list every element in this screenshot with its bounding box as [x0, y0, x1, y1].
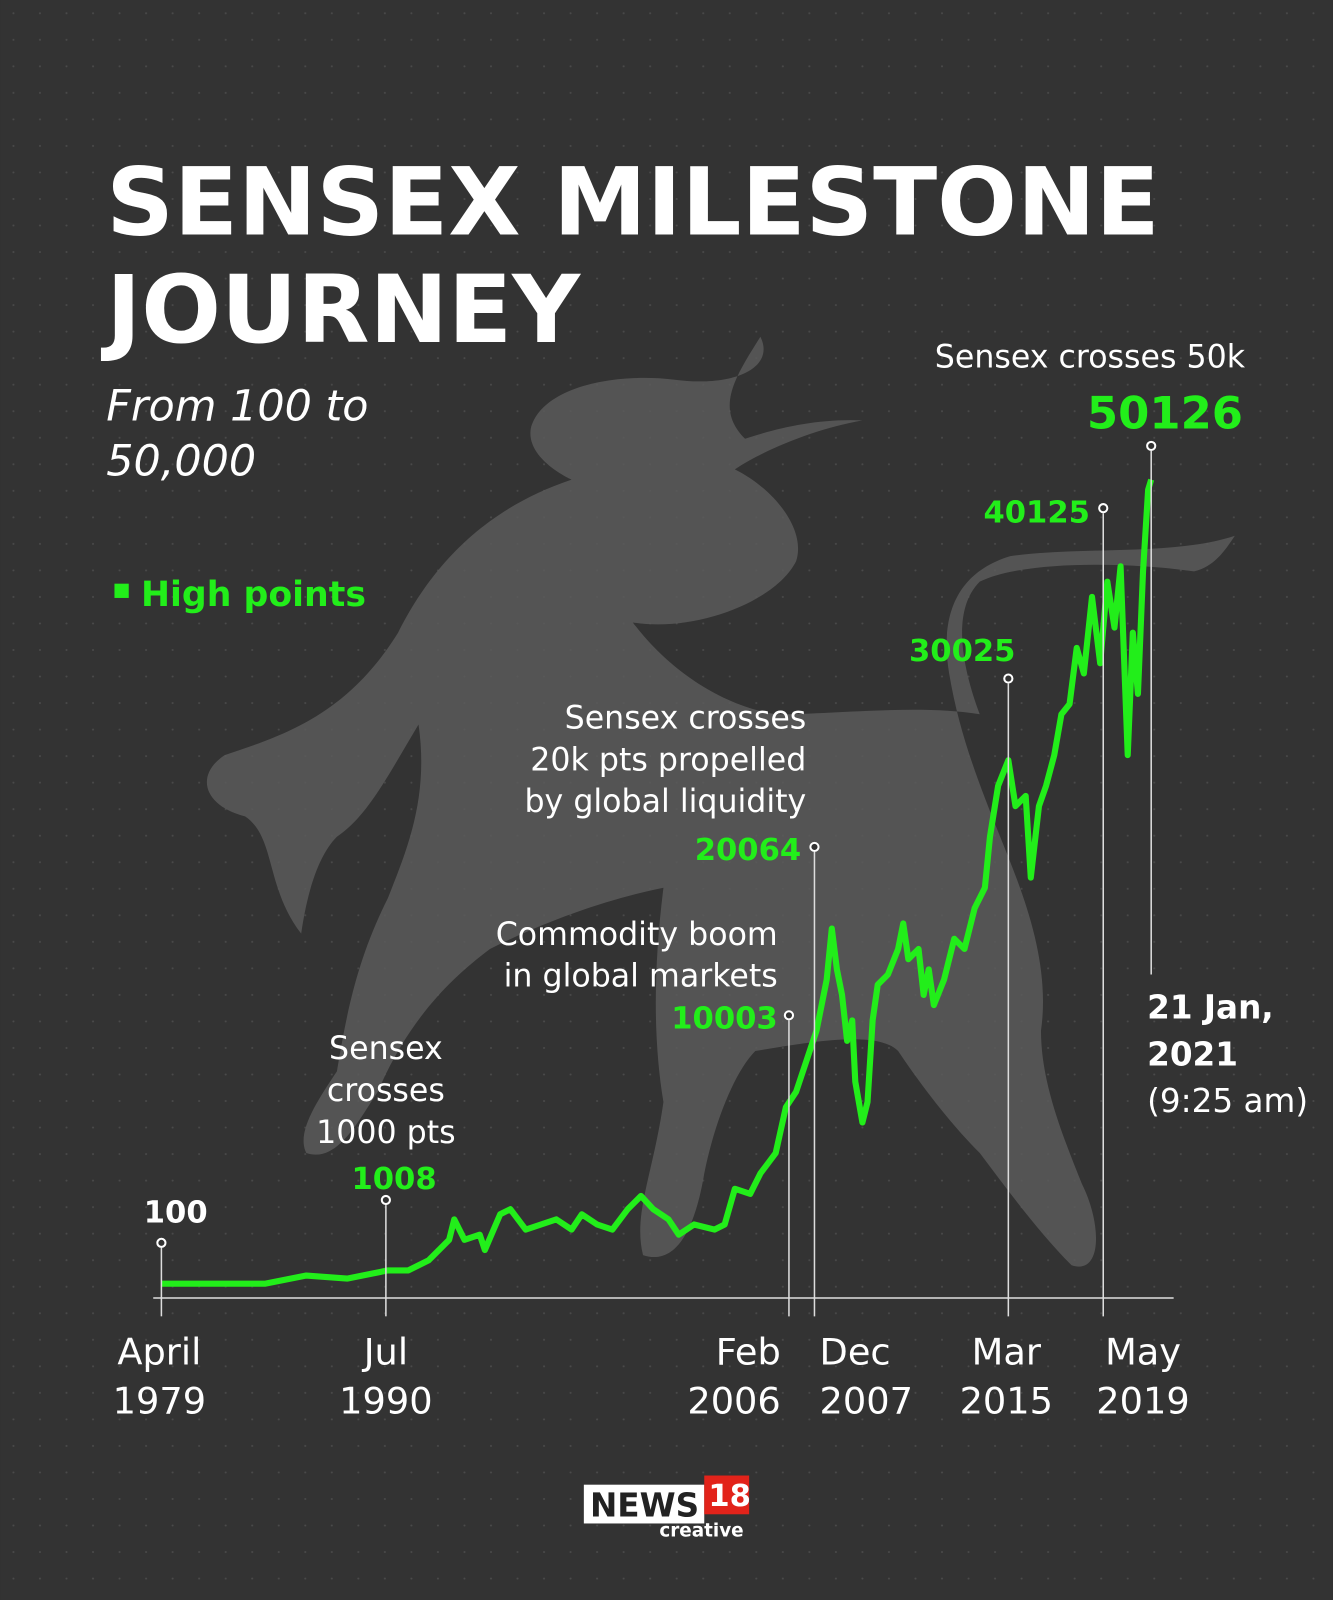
title: SENSEX MILESTONE: [106, 149, 1159, 258]
logo-number: 18: [708, 1479, 751, 1514]
date-label: Jul: [362, 1330, 408, 1373]
milestone-value: 1008: [351, 1162, 436, 1197]
logo: NEWS 18 creative: [583, 1475, 751, 1542]
date-label: 2021: [1147, 1035, 1238, 1073]
milestone-value: 50126: [1087, 387, 1243, 440]
logo-badge: [704, 1475, 750, 1515]
date-label: 2006: [687, 1379, 780, 1422]
logo-sub: creative: [659, 1521, 743, 1542]
annotation: Sensex crosses 50k: [935, 339, 1246, 375]
subtitle: 50,000: [106, 437, 256, 487]
milestone-marker: [156, 1237, 167, 1248]
subtitle: From 100 to: [106, 381, 368, 431]
annotation: crosses: [327, 1073, 445, 1109]
milestone-value: 100: [144, 1195, 208, 1230]
logo-box: [583, 1484, 705, 1524]
milestone-value: 10003: [671, 1002, 778, 1037]
milestone-marker: [380, 1194, 391, 1206]
date-label: May: [1105, 1330, 1181, 1373]
annotation: 20k pts propelled: [530, 742, 806, 778]
annotation: in global markets: [504, 959, 778, 995]
date-label: 21 Jan,: [1147, 988, 1274, 1026]
milestone-value: 30025: [909, 634, 1016, 669]
milestone-marker: [1003, 673, 1014, 684]
annotation: Sensex: [329, 1031, 443, 1067]
date-label: 2019: [1096, 1379, 1189, 1422]
date-label: Mar: [972, 1330, 1042, 1373]
milestone-marker: [1098, 503, 1109, 514]
date-label: Dec: [820, 1330, 891, 1373]
title: JOURNEY: [100, 256, 581, 365]
annotation: Commodity boom: [496, 917, 778, 953]
annotation: Sensex crosses: [565, 701, 807, 737]
annotation: by global liquidity: [524, 784, 806, 820]
milestone-marker: [783, 1010, 795, 1021]
milestone-marker: [1146, 440, 1157, 452]
milestone-value: 40125: [983, 495, 1089, 530]
date-label: 1979: [113, 1379, 206, 1422]
legend-label: High points: [141, 575, 366, 615]
milestone-value: 20064: [695, 833, 801, 868]
date-label: (9:25 am): [1147, 1082, 1308, 1120]
date-label: 1990: [339, 1379, 432, 1422]
bull-silhouette: [206, 336, 1235, 1267]
logo-brand: NEWS: [590, 1486, 699, 1524]
date-label: 2007: [820, 1379, 913, 1422]
date-label: April: [117, 1330, 201, 1373]
annotation: 1000 pts: [316, 1115, 456, 1151]
legend-swatch: [114, 583, 129, 598]
index-line: [161, 478, 1155, 1287]
date-label: Feb: [716, 1330, 781, 1373]
date-label: 2015: [960, 1379, 1053, 1422]
milestone-marker: [809, 841, 820, 853]
